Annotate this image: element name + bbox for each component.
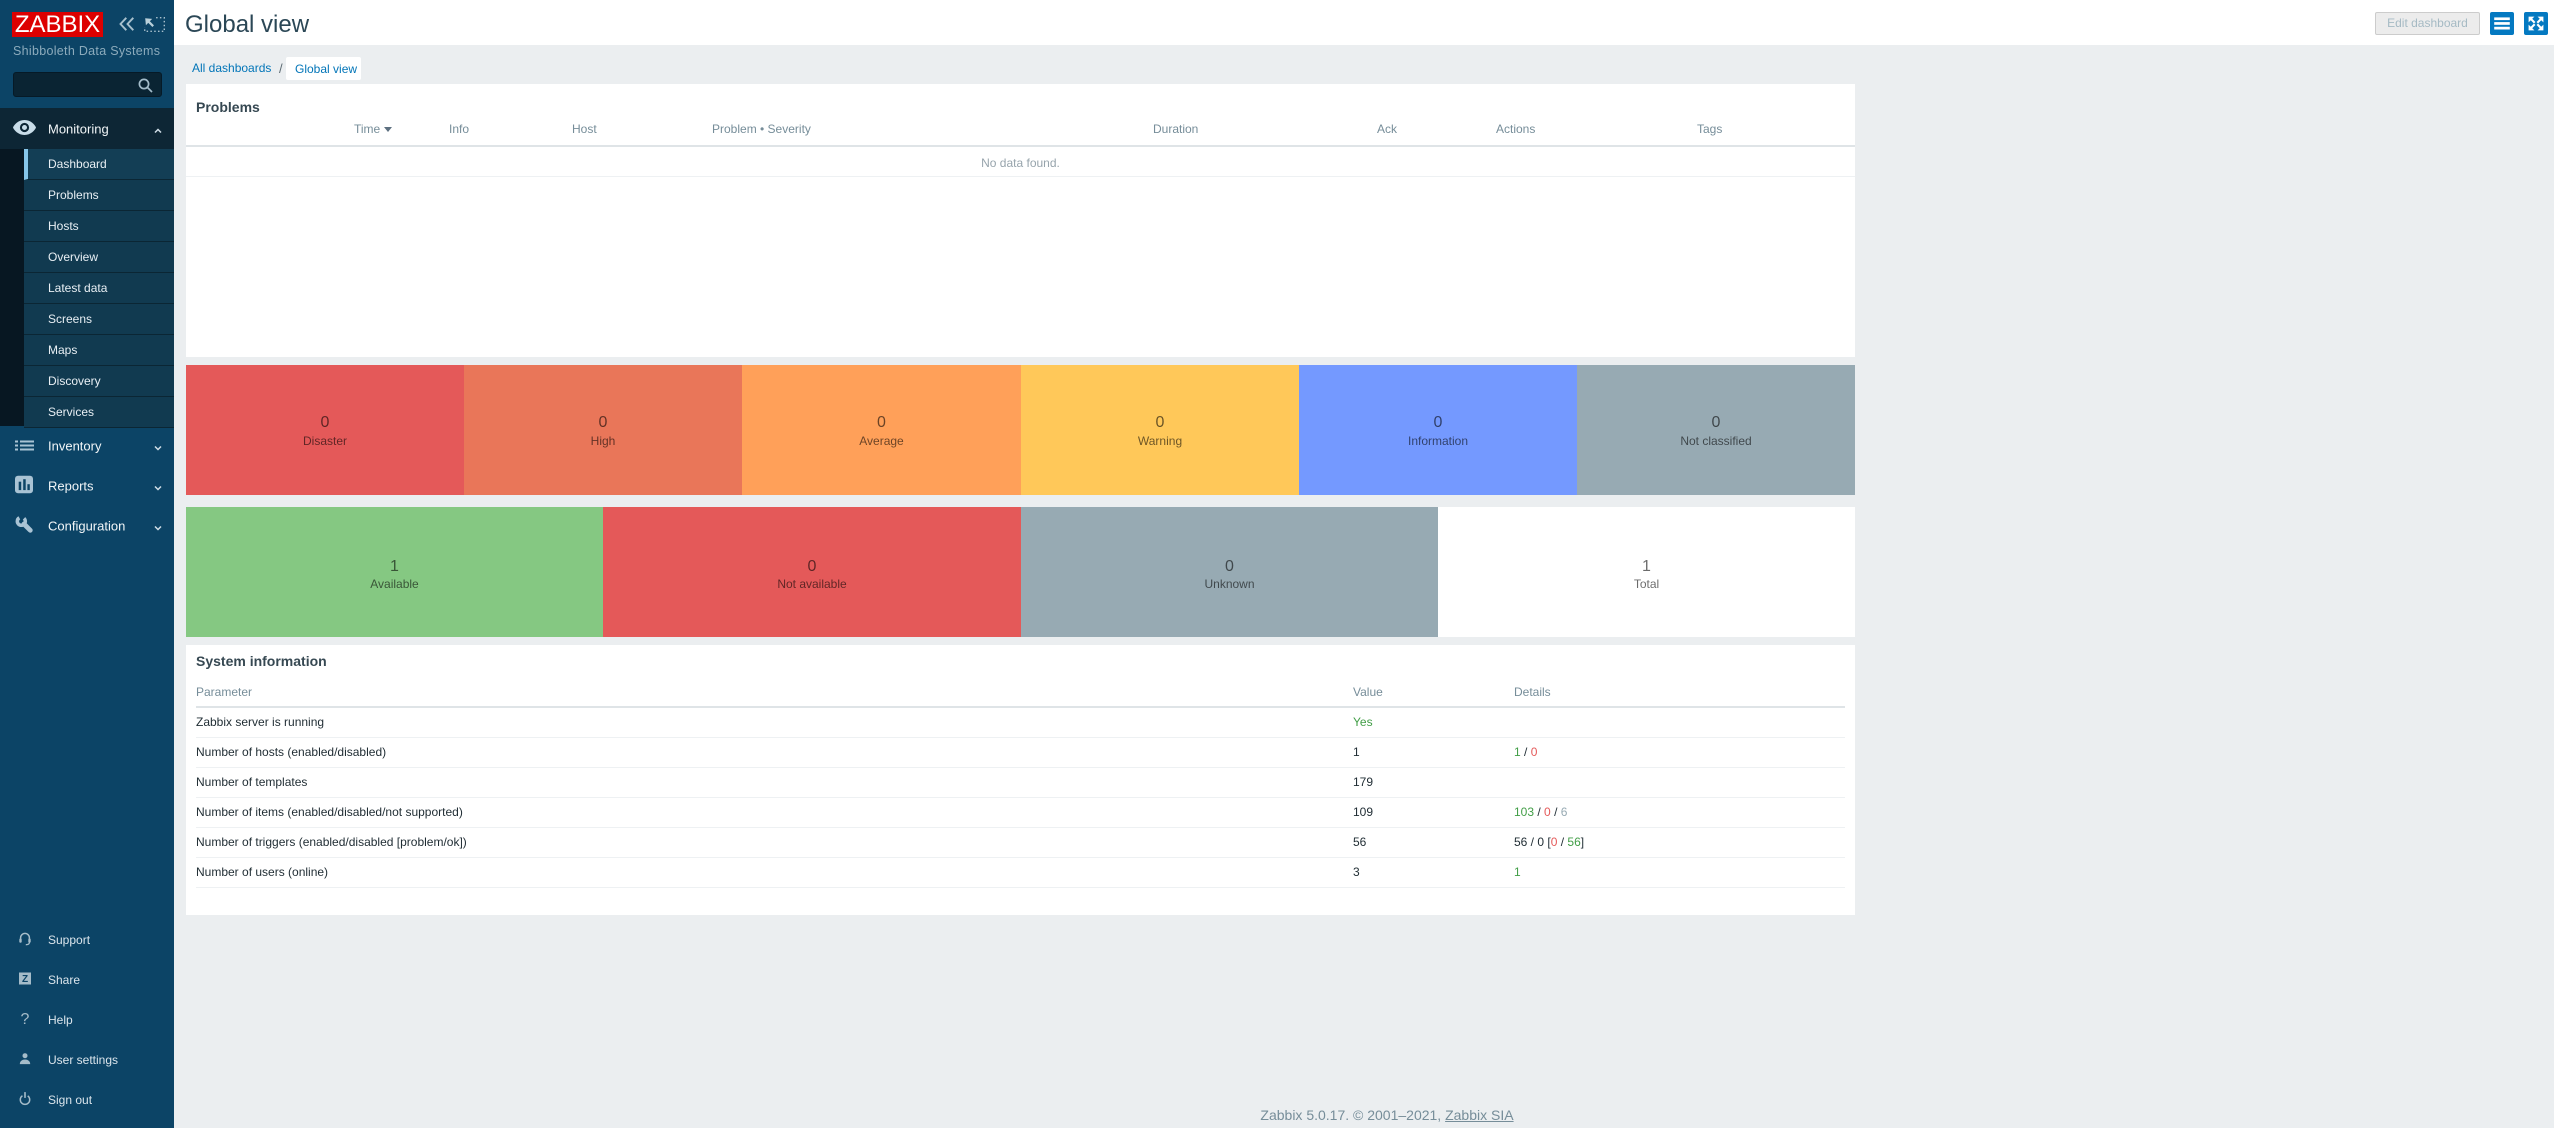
svg-text:Z: Z: [22, 974, 28, 984]
